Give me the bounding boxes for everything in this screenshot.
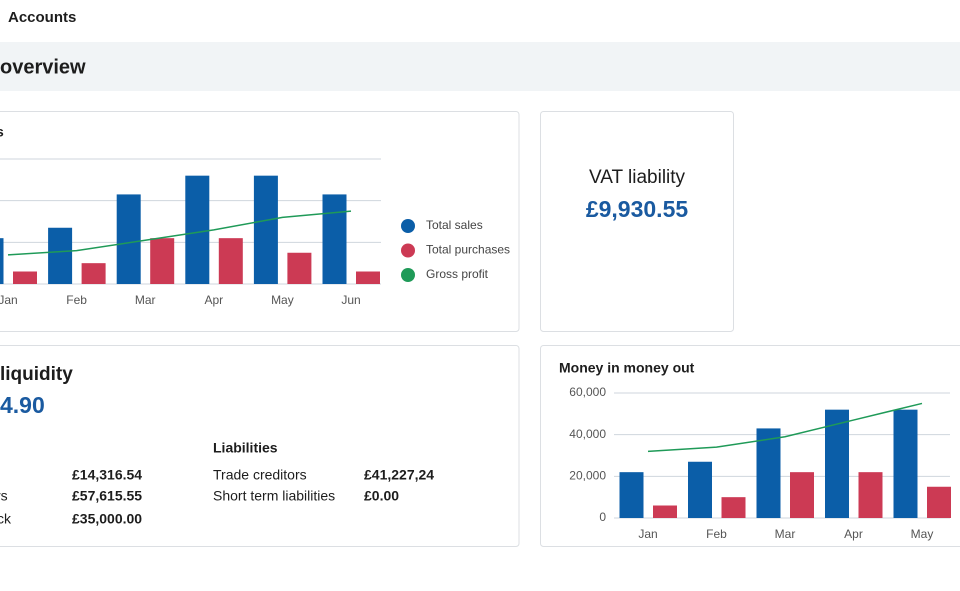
- bar: [185, 175, 210, 284]
- bar: [653, 505, 677, 518]
- x-tick-label: Jan: [638, 527, 657, 541]
- app-title: Accounts: [8, 9, 76, 26]
- x-tick-label: Jan: [0, 293, 18, 307]
- money-card: [540, 345, 960, 547]
- bar: [218, 238, 243, 284]
- liability-value: £41,227,24: [364, 467, 434, 483]
- bar: [116, 194, 141, 284]
- asset-value: £35,000.00: [72, 511, 142, 527]
- legend-swatch: [401, 243, 415, 258]
- liabilities-title: Liabilities: [213, 440, 278, 456]
- asset-value: £57,615.55: [72, 488, 142, 504]
- bar: [858, 472, 883, 518]
- liability-value: £0.00: [364, 488, 399, 504]
- bar: [81, 263, 106, 284]
- vat-title: VAT liability: [589, 167, 686, 188]
- x-tick-label: Mar: [135, 293, 156, 307]
- bar: [825, 409, 849, 518]
- bar: [13, 271, 37, 284]
- bar: [756, 428, 781, 518]
- liquidity-card: [0, 345, 520, 547]
- asset-label: rs: [0, 488, 8, 504]
- y-tick-label: 20,000: [569, 469, 606, 483]
- legend-swatch: [401, 219, 415, 233]
- bar: [0, 238, 4, 284]
- x-tick-label: Feb: [66, 293, 87, 307]
- section-title: overview: [0, 56, 86, 78]
- x-tick-label: Jun: [341, 293, 360, 307]
- vat-card: [540, 111, 734, 332]
- x-tick-label: Apr: [204, 293, 223, 307]
- bar: [619, 472, 644, 518]
- asset-value: £14,316.54: [72, 467, 142, 483]
- x-tick-label: Apr: [844, 527, 863, 541]
- liquidity-value: 4.90: [0, 392, 45, 418]
- bar: [150, 238, 175, 284]
- bar: [721, 497, 746, 518]
- legend-label: Total sales: [426, 218, 483, 232]
- y-tick-label: 40,000: [569, 427, 606, 441]
- bar: [790, 472, 814, 518]
- chart-title: s: [0, 124, 4, 140]
- bar: [356, 271, 380, 284]
- bar: [322, 194, 347, 284]
- y-tick-label: 0: [599, 510, 606, 524]
- asset-label: ck: [0, 511, 12, 527]
- vat-value: £9,930.55: [586, 196, 689, 222]
- x-tick-label: Feb: [706, 527, 727, 541]
- chart-title: Money in money out: [559, 360, 695, 376]
- line: [647, 402, 923, 453]
- legend-swatch: [401, 268, 415, 282]
- liability-label: Trade creditors: [213, 467, 307, 483]
- y-tick-label: 60,000: [569, 385, 606, 399]
- bar: [927, 486, 951, 518]
- bar: [287, 252, 312, 284]
- line: [7, 210, 352, 256]
- x-tick-label: May: [911, 527, 934, 541]
- liability-label: Short term liabilities: [213, 488, 335, 504]
- legend-label: Gross profit: [426, 267, 489, 281]
- liquidity-title: liquidity: [0, 364, 73, 385]
- legend-label: Total purchases: [426, 243, 510, 257]
- bar: [893, 409, 918, 518]
- x-tick-label: May: [271, 293, 294, 307]
- bar: [253, 175, 278, 284]
- x-tick-label: Mar: [775, 527, 796, 541]
- bar: [688, 461, 712, 518]
- section-band: [0, 42, 960, 91]
- bar: [48, 227, 73, 284]
